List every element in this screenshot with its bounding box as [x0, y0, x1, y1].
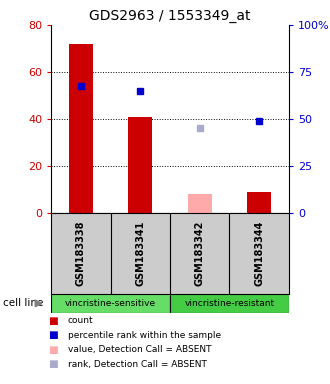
Bar: [128, 117, 152, 213]
Text: ■: ■: [48, 359, 58, 369]
Text: vincristine-sensitive: vincristine-sensitive: [65, 299, 156, 308]
Text: ■: ■: [48, 316, 58, 326]
Bar: [170, 294, 289, 313]
Title: GDS2963 / 1553349_at: GDS2963 / 1553349_at: [89, 8, 251, 23]
Text: percentile rank within the sample: percentile rank within the sample: [68, 331, 221, 340]
Bar: [188, 194, 212, 213]
Text: ■: ■: [48, 330, 58, 340]
Text: GSM183338: GSM183338: [76, 221, 86, 286]
Text: rank, Detection Call = ABSENT: rank, Detection Call = ABSENT: [68, 360, 207, 369]
Text: GSM183341: GSM183341: [135, 221, 145, 286]
Text: count: count: [68, 316, 93, 325]
Text: vincristine-resistant: vincristine-resistant: [184, 299, 275, 308]
Text: GSM183344: GSM183344: [254, 221, 264, 286]
Text: cell line: cell line: [3, 298, 44, 308]
Bar: [51, 294, 170, 313]
Text: ■: ■: [48, 345, 58, 355]
Text: GSM183342: GSM183342: [195, 221, 205, 286]
Bar: [69, 44, 93, 213]
Bar: [247, 192, 271, 213]
Text: value, Detection Call = ABSENT: value, Detection Call = ABSENT: [68, 345, 211, 354]
